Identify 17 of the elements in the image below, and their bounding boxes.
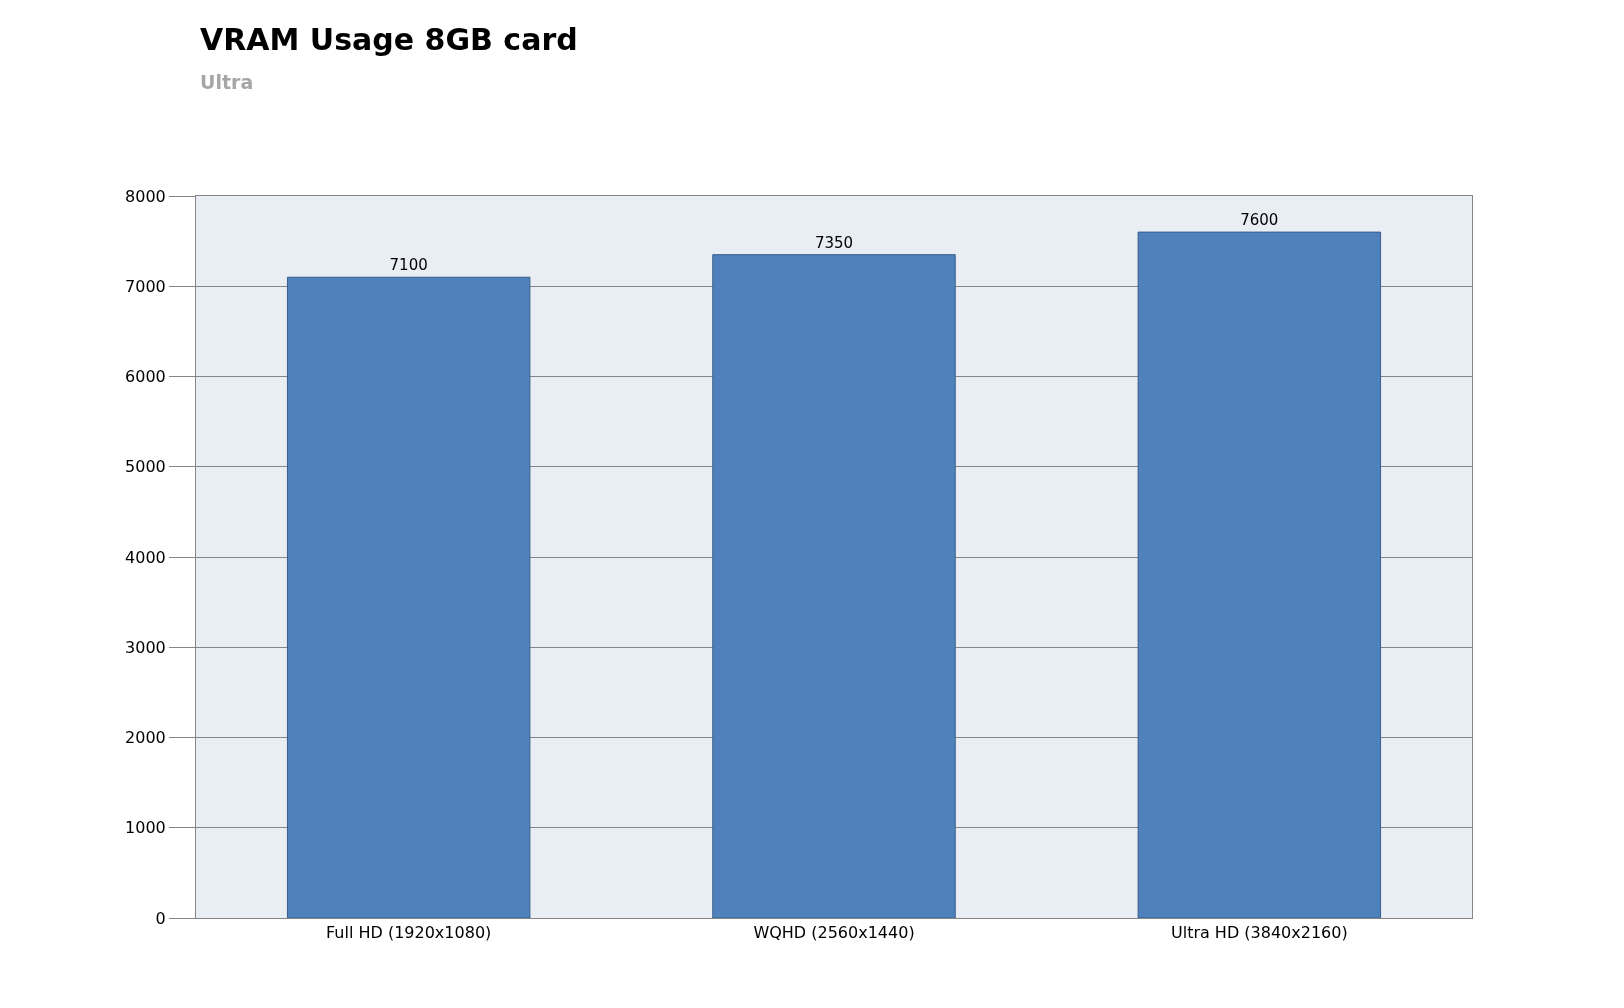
y-tick-label: 4000 (125, 547, 166, 567)
y-tick-label: 7000 (125, 276, 166, 296)
data-label: 7350 (814, 233, 854, 252)
y-tick-label: 6000 (125, 367, 166, 387)
y-tick-label: 2000 (125, 728, 166, 748)
x-tick-label: Ultra HD (3840x2160) (1170, 923, 1348, 943)
chart-subtitle: Ultra (200, 71, 254, 94)
y-tick-label: 5000 (125, 457, 166, 477)
data-label: 7100 (389, 256, 428, 275)
x-tick-label: WQHD (2560x1440) (753, 923, 915, 943)
x-tick-label: Full HD (1920x1080) (326, 923, 492, 943)
y-tick-label: 1000 (125, 818, 166, 838)
chart-title: VRAM Usage 8GB card (200, 22, 578, 58)
y-tick-label: 3000 (125, 637, 166, 657)
data-label: 7600 (1240, 211, 1279, 230)
y-tick-label: 0 (155, 908, 166, 928)
y-tick-label: 8000 (125, 186, 166, 206)
